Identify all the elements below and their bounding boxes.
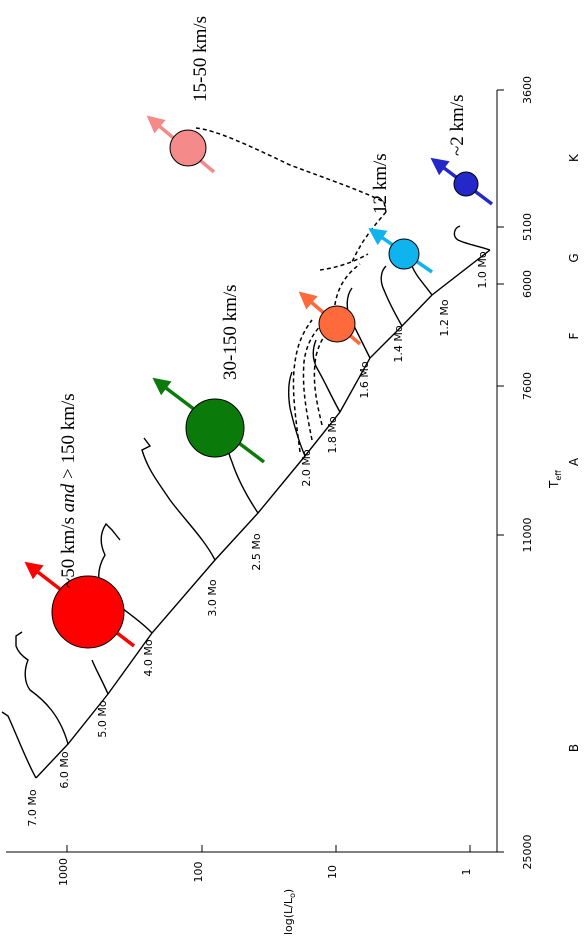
velocity-label: 12 km/s xyxy=(370,153,391,214)
spectral-class-label: F xyxy=(567,332,581,339)
track-2.0 xyxy=(287,371,306,457)
star-blue: ~2 km/s xyxy=(430,95,494,206)
dashed-track xyxy=(195,127,387,213)
temperature-axis-label: Teff xyxy=(547,470,563,489)
dashed-track xyxy=(319,253,369,271)
track-1.4 xyxy=(380,265,403,327)
velocity-label: 30-150 km/s xyxy=(220,284,241,380)
star-red: ~50 km/s and > 150 km/s xyxy=(24,393,136,649)
spectral-class-label: G xyxy=(567,253,581,262)
track-7.0 xyxy=(1,711,37,779)
star-orange-sphere xyxy=(318,305,356,343)
temperature-tick-label: 25000 xyxy=(521,835,534,870)
luminosity-tick-label: 1 xyxy=(460,869,473,876)
star-green-sphere xyxy=(185,398,245,458)
luminosity-axis-label: log(L/Lo) xyxy=(282,889,297,935)
star-cyan-sphere xyxy=(388,238,420,270)
spectral-class-label: K xyxy=(567,153,581,162)
star-green: 30-150 km/s xyxy=(152,284,266,464)
track-6.0 xyxy=(15,631,69,745)
star-red-sphere xyxy=(51,575,125,649)
temperature-tick-label: 5100 xyxy=(521,213,534,241)
star-pink: 15-50 km/s xyxy=(146,16,216,174)
dashed-track xyxy=(333,263,361,313)
velocity-label: 15-50 km/s xyxy=(190,16,211,102)
track-5.0 xyxy=(91,659,109,695)
star-orange xyxy=(298,291,362,346)
mass-label: 1.0 Mo xyxy=(476,251,489,288)
velocity-label: ~2 km/s xyxy=(447,95,468,156)
temperature-tick-label: 7600 xyxy=(521,372,534,400)
mass-label: 1.6 Mo xyxy=(358,361,371,398)
temperature-tick-label: 11000 xyxy=(521,518,534,553)
dashed-track xyxy=(302,321,325,441)
star-pink-sphere xyxy=(169,129,207,167)
spectral-class-label: A xyxy=(567,457,581,466)
track-4.0 xyxy=(98,522,153,634)
spectral-class-label: B xyxy=(567,744,581,752)
mass-label: 4.0 Mo xyxy=(142,639,155,676)
main-sequence-line xyxy=(35,249,491,779)
luminosity-tick-label: 10 xyxy=(326,865,339,879)
mass-label: 1.2 Mo xyxy=(438,299,451,336)
mass-label: 1.4 Mo xyxy=(392,325,405,362)
mass-label: 5.0 Mo xyxy=(96,700,109,737)
axes: 1 10 100 1000 log(L/Lo) 25000 11000 7600… xyxy=(6,76,581,935)
mass-label: 3.0 Mo xyxy=(206,579,219,616)
mass-label: 2.0 Mo xyxy=(300,449,313,486)
mass-label: 2.5 Mo xyxy=(250,533,263,570)
mass-label: 6.0 Mo xyxy=(58,751,71,788)
luminosity-tick-label: 1000 xyxy=(57,858,70,886)
velocity-label: ~50 km/s and > 150 km/s xyxy=(58,393,79,588)
track-3.0 xyxy=(141,437,216,561)
star-blue-sphere xyxy=(453,171,479,197)
star-cyan: 12 km/s xyxy=(368,153,433,274)
temperature-tick-label: 3600 xyxy=(521,76,534,104)
luminosity-tick-label: 100 xyxy=(192,862,205,883)
mass-label: 7.0 Mo xyxy=(26,789,39,826)
dashed-track xyxy=(292,319,313,453)
mass-labels: 7.0 Mo 6.0 Mo 5.0 Mo 4.0 Mo 3.0 Mo 2.5 M… xyxy=(26,251,489,826)
track-1.8 xyxy=(312,339,341,413)
mass-label: 1.8 Mo xyxy=(326,416,339,453)
temperature-tick-label: 6000 xyxy=(521,270,534,298)
track-1.0 xyxy=(453,225,491,251)
